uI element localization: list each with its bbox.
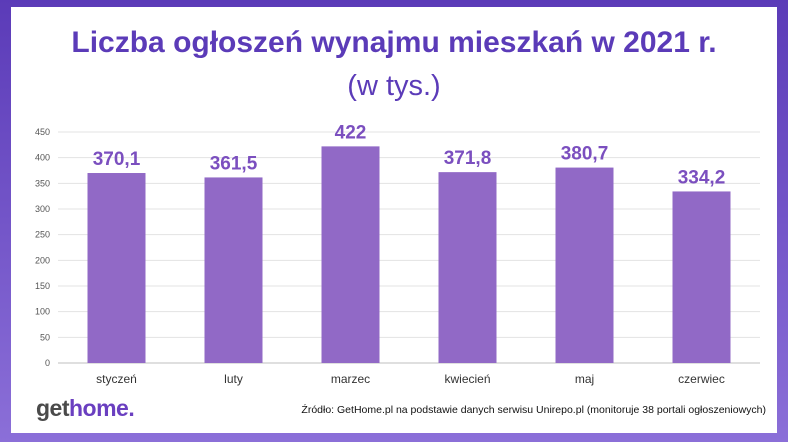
y-tick-label: 100 xyxy=(35,307,50,317)
data-label: 422 xyxy=(335,122,367,143)
y-tick-label: 0 xyxy=(45,358,50,368)
bar xyxy=(204,177,263,363)
bar xyxy=(672,191,731,363)
x-tick-label: luty xyxy=(224,372,243,386)
x-tick-label: styczeń xyxy=(96,372,137,386)
y-tick-label: 350 xyxy=(35,178,50,188)
x-tick-label: marzec xyxy=(331,372,370,386)
y-tick-label: 400 xyxy=(35,153,50,163)
data-label: 371,8 xyxy=(444,148,492,169)
y-tick-label: 250 xyxy=(35,230,50,240)
y-tick-label: 150 xyxy=(35,281,50,291)
data-label: 334,2 xyxy=(678,167,726,188)
data-label: 370,1 xyxy=(93,149,141,170)
chart-title: Liczba ogłoszeń wynajmu mieszkań w 2021 … xyxy=(71,26,717,59)
bar xyxy=(87,173,146,363)
y-tick-label: 200 xyxy=(35,255,50,265)
gethome-logo: gethome. xyxy=(36,395,135,422)
x-tick-label: maj xyxy=(575,372,594,386)
x-tick-label: kwiecień xyxy=(444,372,490,386)
x-tick-label: czerwiec xyxy=(678,372,725,386)
logo-part-home: home. xyxy=(69,395,135,421)
y-tick-label: 300 xyxy=(35,204,50,214)
data-label: 380,7 xyxy=(561,144,609,165)
logo-part-get: get xyxy=(36,395,70,421)
data-label: 361,5 xyxy=(210,153,258,174)
y-tick-label: 50 xyxy=(40,332,50,342)
bar xyxy=(321,146,380,363)
y-tick-label: 450 xyxy=(35,127,50,137)
bar xyxy=(555,167,614,363)
bar xyxy=(438,172,497,363)
source-note: Źródło: GetHome.pl na podstawie danych s… xyxy=(301,404,766,416)
chart-subtitle: (w tys.) xyxy=(347,70,441,102)
